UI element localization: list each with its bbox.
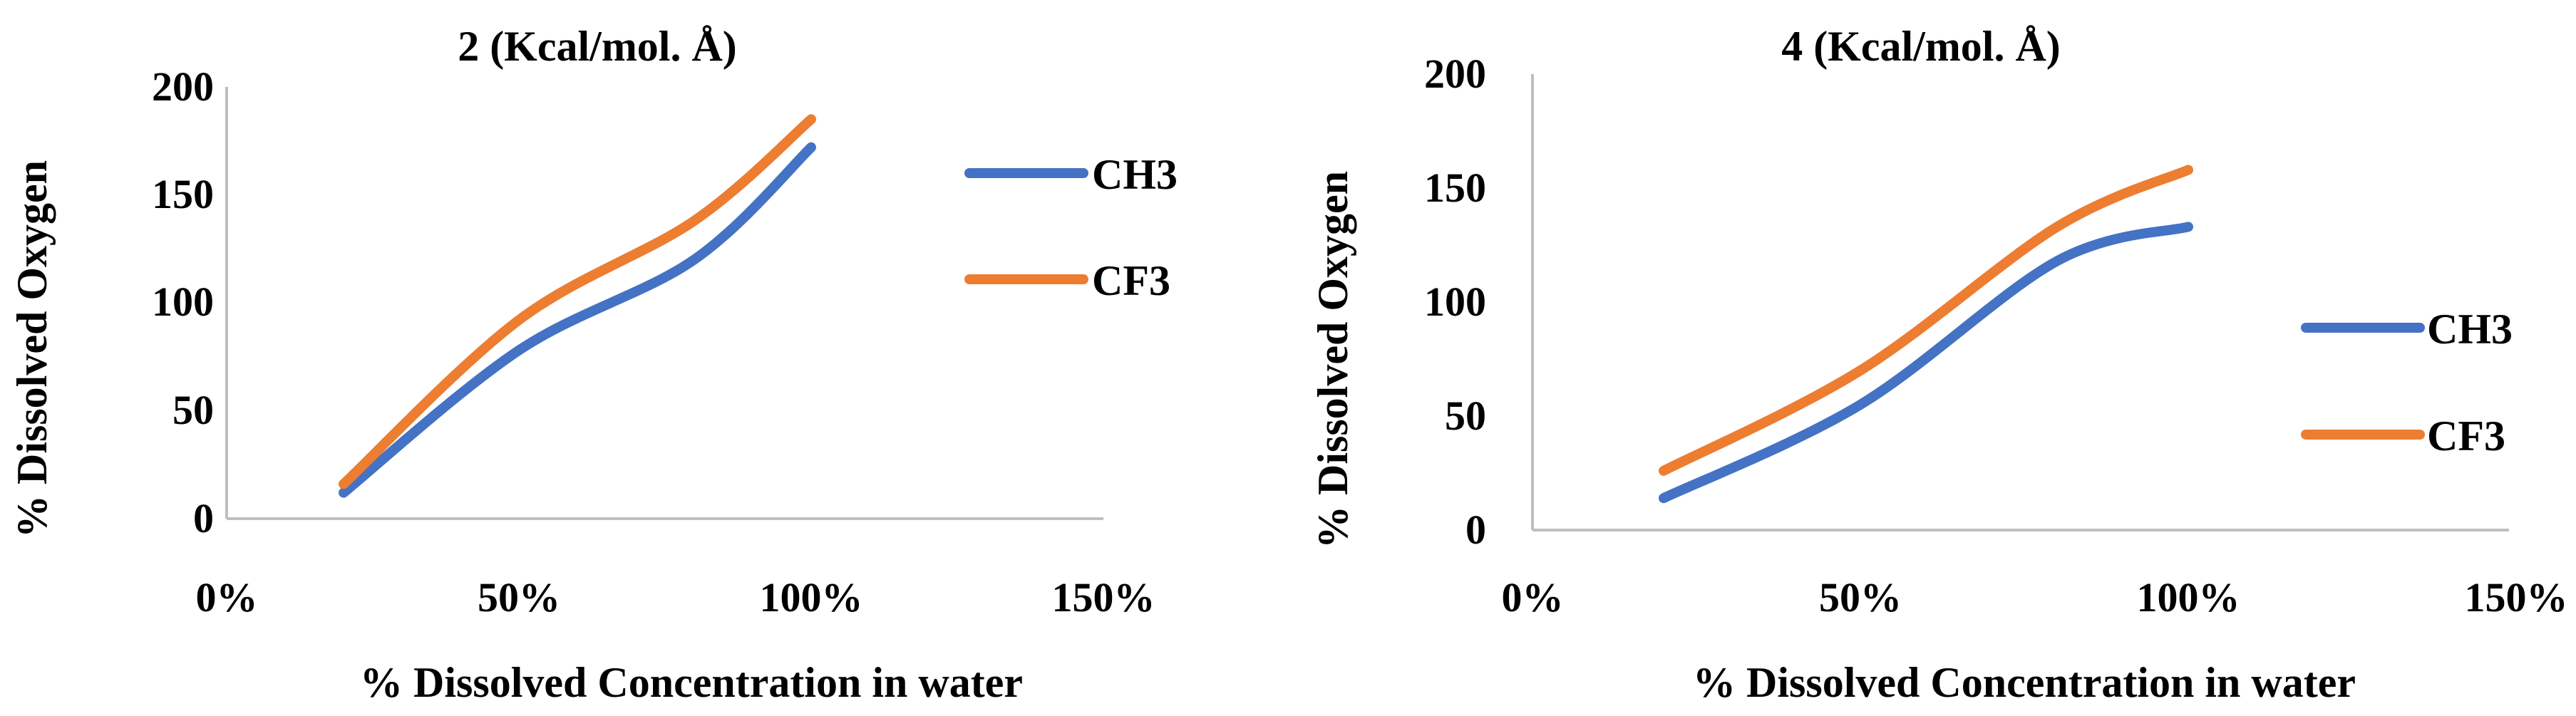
chart-1-y-tick-50: 50 <box>172 387 214 433</box>
chart-2-y-tick-150: 150 <box>1424 165 1486 211</box>
chart-2-x-tick-100: 100% <box>2137 574 2240 621</box>
chart-1-title: 2 (Kcal/mol. Å) <box>458 23 737 70</box>
chart-1-y-tick-0: 0 <box>193 495 214 541</box>
chart-2-y-tick-100: 100 <box>1424 279 1486 325</box>
chart-1-x-ticks: 0% 50% 100% 150% <box>196 574 1155 621</box>
chart-2-series-ch3-line <box>1659 222 2193 504</box>
chart-2-y-axis-label: % Dissolved Oxygen <box>1309 171 1356 549</box>
chart-1-series-cf3-line <box>339 114 816 489</box>
chart-2-x-tick-50: 50% <box>1819 574 1902 621</box>
chart-2-x-tick-150: 150% <box>2465 574 2568 621</box>
chart-1-y-tick-200: 200 <box>152 63 214 110</box>
chart-1-legend: CH3 CF3 <box>964 151 1178 304</box>
chart-1-x-tick-100: 100% <box>760 574 863 621</box>
chart-2-legend-cf3-label: CF3 <box>2427 413 2505 460</box>
chart-2-legend-ch3-label: CH3 <box>2427 306 2513 353</box>
chart-2-y-ticks: 0 50 100 150 200 <box>1424 51 1486 553</box>
chart-1-y-axis-label: % Dissolved Oxygen <box>9 160 56 538</box>
chart-1-legend-ch3-label: CH3 <box>1092 151 1178 198</box>
chart-1-y-tick-150: 150 <box>152 171 214 217</box>
chart-2-x-axis-label: % Dissolved Concentration in water <box>1693 659 2356 706</box>
chart-2-series-cf3-line <box>1659 165 2193 476</box>
chart-1-x-tick-150: 150% <box>1052 574 1155 621</box>
chart-1-y-tick-100: 100 <box>152 279 214 325</box>
chart-1-x-tick-0: 0% <box>196 574 258 621</box>
chart-2-title: 4 (Kcal/mol. Å) <box>1781 23 2061 70</box>
chart-2: 4 (Kcal/mol. Å) % Dissolved Oxygen % Dis… <box>1309 23 2568 706</box>
chart-2-x-tick-0: 0% <box>1502 574 1564 621</box>
chart-1-x-tick-50: 50% <box>478 574 560 621</box>
chart-1-legend-cf3-label: CF3 <box>1092 257 1170 304</box>
chart-1: 2 (Kcal/mol. Å) % Dissolved Oxygen % Dis… <box>9 23 1178 706</box>
chart-1-series-ch3-line <box>339 142 816 498</box>
chart-2-y-tick-50: 50 <box>1445 393 1486 439</box>
chart-2-x-ticks: 0% 50% 100% 150% <box>1502 574 2568 621</box>
chart-2-y-tick-200: 200 <box>1424 51 1486 97</box>
chart-2-legend: CH3 CF3 <box>2301 306 2513 460</box>
chart-1-y-ticks: 0 50 100 150 200 <box>152 63 214 541</box>
chart-2-y-tick-0: 0 <box>1465 507 1486 553</box>
chart-1-x-axis-label: % Dissolved Concentration in water <box>360 659 1023 706</box>
